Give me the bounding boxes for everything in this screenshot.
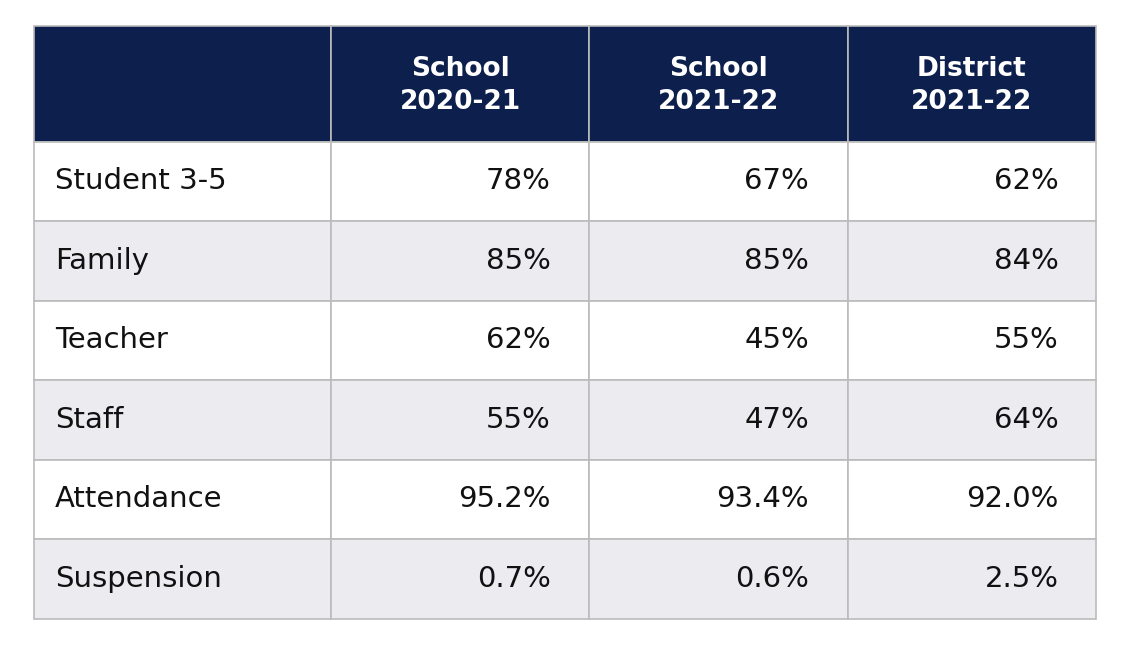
Text: 78%: 78% (486, 167, 550, 195)
Text: 0.7%: 0.7% (477, 565, 550, 593)
Bar (848, 460, 1096, 539)
Bar (34, 221, 331, 301)
Text: District: District (916, 55, 1027, 82)
Text: 2.5%: 2.5% (985, 565, 1059, 593)
Text: Student 3-5: Student 3-5 (54, 167, 226, 195)
Bar (34, 26, 331, 141)
Text: 55%: 55% (486, 406, 550, 434)
Bar (331, 141, 590, 221)
Text: Staff: Staff (54, 406, 123, 434)
Text: 92.0%: 92.0% (966, 485, 1059, 513)
Text: 2020-21: 2020-21 (400, 89, 521, 115)
Text: 2021-22: 2021-22 (658, 89, 779, 115)
Bar (590, 380, 848, 460)
Text: Suspension: Suspension (54, 565, 221, 593)
Text: 2021-22: 2021-22 (911, 89, 1033, 115)
Bar (331, 460, 590, 539)
Text: 45%: 45% (744, 326, 809, 354)
Bar (331, 26, 590, 141)
Text: 55%: 55% (994, 326, 1059, 354)
Bar (848, 26, 1096, 141)
Text: Teacher: Teacher (54, 326, 167, 354)
Text: Family: Family (54, 247, 149, 275)
Bar (34, 460, 331, 539)
Text: School: School (669, 55, 768, 82)
Bar (848, 221, 1096, 301)
Text: 0.6%: 0.6% (734, 565, 809, 593)
Bar (34, 539, 331, 619)
Bar (590, 301, 848, 380)
Bar (848, 141, 1096, 221)
Text: 47%: 47% (744, 406, 809, 434)
Bar (590, 460, 848, 539)
Text: Attendance: Attendance (54, 485, 223, 513)
Bar (848, 380, 1096, 460)
Text: 62%: 62% (994, 167, 1059, 195)
Bar (590, 539, 848, 619)
Text: 93.4%: 93.4% (716, 485, 809, 513)
Text: 62%: 62% (486, 326, 550, 354)
Bar (848, 539, 1096, 619)
Text: 84%: 84% (994, 247, 1059, 275)
Bar (848, 301, 1096, 380)
Text: 67%: 67% (744, 167, 809, 195)
Text: School: School (411, 55, 510, 82)
Bar (331, 221, 590, 301)
Bar (34, 301, 331, 380)
Bar (590, 221, 848, 301)
Bar (331, 380, 590, 460)
Text: 85%: 85% (486, 247, 550, 275)
Text: 85%: 85% (744, 247, 809, 275)
Bar (34, 380, 331, 460)
Text: 95.2%: 95.2% (458, 485, 550, 513)
Bar (331, 301, 590, 380)
Bar (590, 26, 848, 141)
Text: 64%: 64% (994, 406, 1059, 434)
Bar (331, 539, 590, 619)
Bar (34, 141, 331, 221)
Bar (590, 141, 848, 221)
